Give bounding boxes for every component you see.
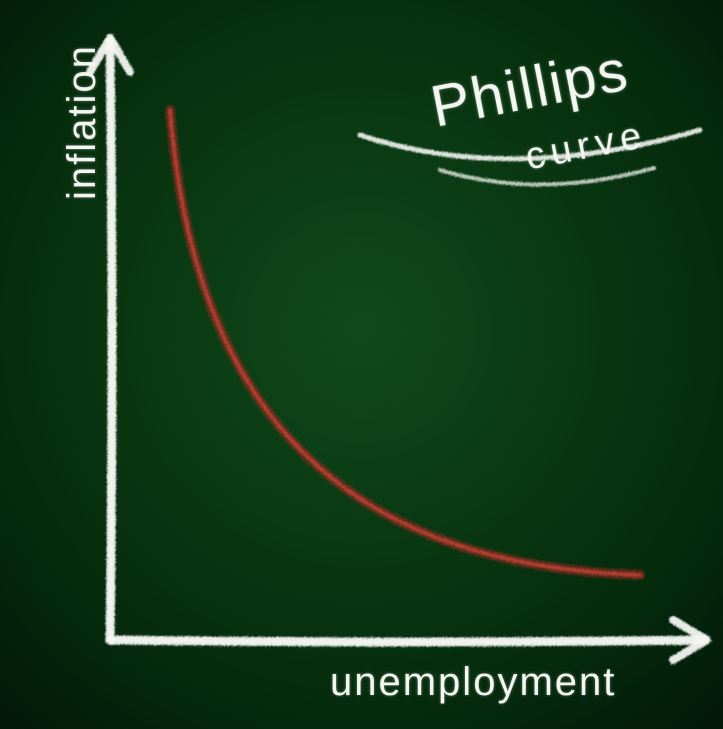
y-axis-label: inflation [60, 44, 105, 200]
x-axis-label: unemployment [330, 660, 616, 705]
chalkboard-svg [0, 0, 723, 729]
phillips-curve-chalkboard: inflation unemployment Phillips curve [0, 0, 723, 729]
